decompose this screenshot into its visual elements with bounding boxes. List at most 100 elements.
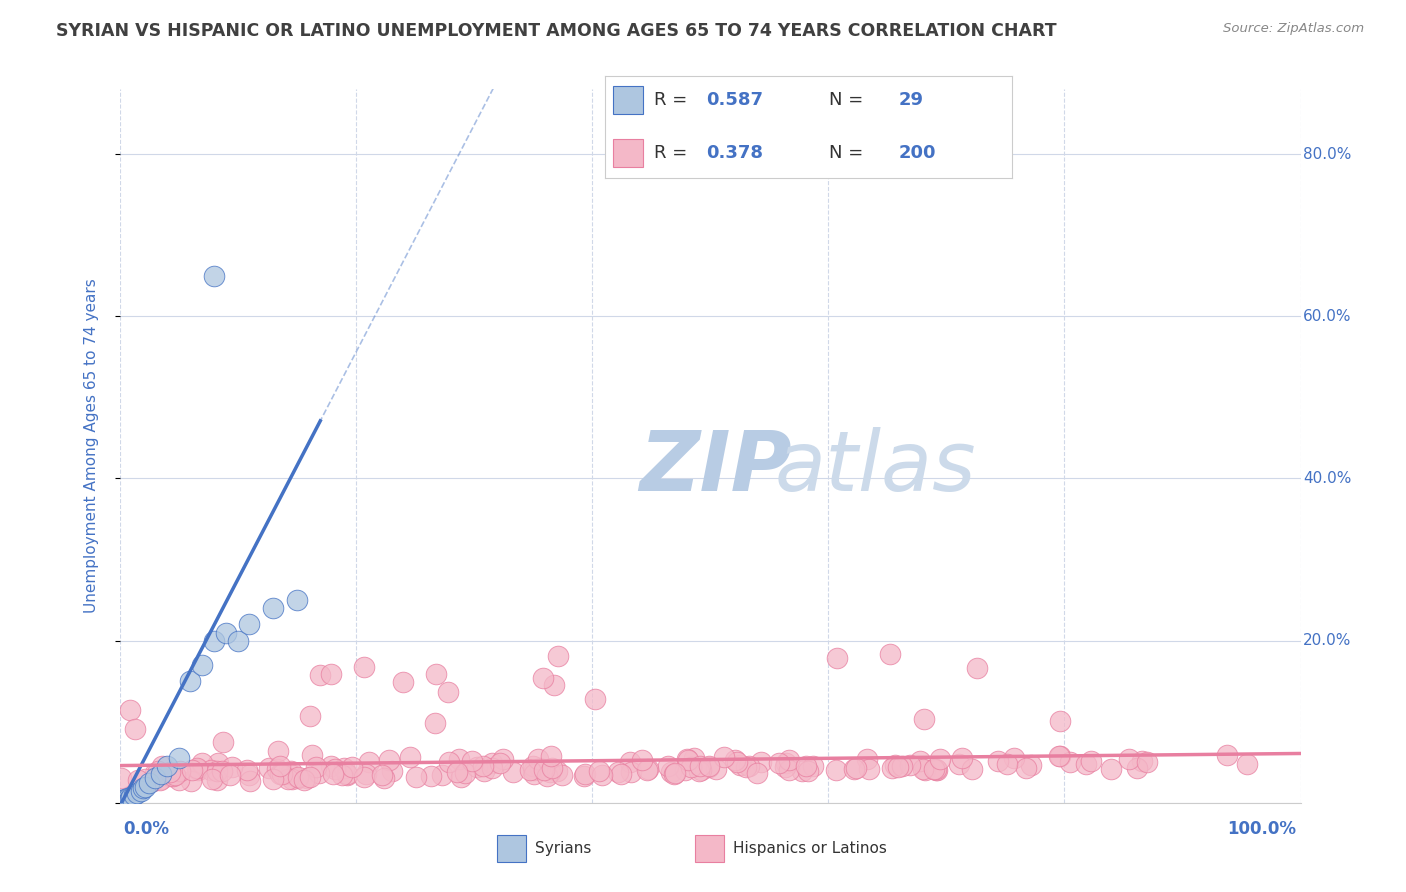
Point xyxy=(664,765,686,780)
Point xyxy=(925,763,948,777)
Text: 80.0%: 80.0% xyxy=(1303,146,1351,161)
Point xyxy=(277,772,299,786)
Point xyxy=(156,759,179,773)
Point xyxy=(879,647,901,661)
Point xyxy=(1049,748,1071,763)
Point xyxy=(281,772,304,786)
Point xyxy=(120,791,142,805)
Point xyxy=(454,766,477,780)
Point xyxy=(110,795,132,809)
Point xyxy=(120,702,142,716)
Text: R =: R = xyxy=(654,145,693,162)
Point xyxy=(446,765,468,780)
Point xyxy=(908,754,931,768)
Point xyxy=(150,759,173,773)
Point xyxy=(381,764,404,779)
Point xyxy=(330,767,353,781)
Point xyxy=(948,756,970,771)
Point xyxy=(238,617,260,632)
Point xyxy=(111,793,134,807)
Point xyxy=(825,650,848,665)
Point xyxy=(610,766,633,780)
Point xyxy=(287,770,309,784)
Point xyxy=(682,751,704,765)
Point xyxy=(1236,757,1258,772)
Text: N =: N = xyxy=(830,145,869,162)
Point xyxy=(533,672,555,686)
Point xyxy=(734,760,756,774)
Y-axis label: Unemployment Among Ages 65 to 74 years: Unemployment Among Ages 65 to 74 years xyxy=(84,278,98,614)
Point xyxy=(120,790,142,805)
Point xyxy=(460,754,482,768)
Point xyxy=(745,766,768,780)
Point xyxy=(287,772,309,786)
Point xyxy=(112,792,135,806)
Text: R =: R = xyxy=(654,92,693,110)
Point xyxy=(257,761,280,775)
Point xyxy=(583,692,606,706)
Text: 0.587: 0.587 xyxy=(707,92,763,110)
Point xyxy=(323,762,346,776)
Point xyxy=(471,759,494,773)
Point xyxy=(574,767,596,781)
Point xyxy=(925,762,948,776)
FancyBboxPatch shape xyxy=(695,835,724,862)
Point xyxy=(591,768,613,782)
Point xyxy=(929,752,952,766)
Text: 0.378: 0.378 xyxy=(707,145,763,162)
FancyBboxPatch shape xyxy=(613,87,644,114)
Point xyxy=(353,660,375,674)
Point xyxy=(191,756,214,770)
Point xyxy=(399,749,422,764)
Point xyxy=(960,762,983,776)
Point xyxy=(143,772,166,786)
Point xyxy=(226,633,249,648)
Point xyxy=(801,759,824,773)
Point xyxy=(278,766,301,780)
Text: Source: ZipAtlas.com: Source: ZipAtlas.com xyxy=(1223,22,1364,36)
Point xyxy=(679,759,702,773)
Point xyxy=(527,751,550,765)
Point xyxy=(540,761,562,775)
Point xyxy=(778,753,800,767)
Point xyxy=(855,752,877,766)
Point xyxy=(186,761,208,775)
Point xyxy=(522,759,544,773)
Text: SYRIAN VS HISPANIC OR LATINO UNEMPLOYMENT AMONG AGES 65 TO 74 YEARS CORRELATION : SYRIAN VS HISPANIC OR LATINO UNEMPLOYMEN… xyxy=(56,22,1057,40)
Point xyxy=(1047,748,1070,763)
Point xyxy=(238,768,260,782)
Text: Syrians: Syrians xyxy=(534,841,591,855)
Point xyxy=(492,752,515,766)
Point xyxy=(353,770,375,784)
Point xyxy=(659,764,682,779)
Point xyxy=(773,760,796,774)
Point xyxy=(359,755,381,769)
Text: Hispanics or Latinos: Hispanics or Latinos xyxy=(733,841,887,855)
Point xyxy=(299,708,322,723)
Point xyxy=(449,752,471,766)
Point xyxy=(728,757,751,772)
Point xyxy=(145,766,167,780)
Point xyxy=(925,763,948,777)
Point xyxy=(533,763,555,777)
Point xyxy=(436,685,458,699)
Point xyxy=(481,761,503,775)
Point xyxy=(138,775,160,789)
Point xyxy=(880,762,903,776)
Point xyxy=(211,735,233,749)
Text: 20.0%: 20.0% xyxy=(1303,633,1351,648)
Point xyxy=(543,678,565,692)
Point xyxy=(676,752,699,766)
Point xyxy=(1049,714,1071,728)
Point xyxy=(749,756,772,770)
Point xyxy=(118,792,141,806)
Point xyxy=(308,766,330,780)
Point xyxy=(207,756,229,770)
Point xyxy=(200,763,222,777)
Point xyxy=(912,713,935,727)
Point xyxy=(155,765,177,780)
Point xyxy=(489,756,512,770)
Point xyxy=(207,764,229,779)
Point xyxy=(689,763,711,777)
Point xyxy=(631,753,654,767)
